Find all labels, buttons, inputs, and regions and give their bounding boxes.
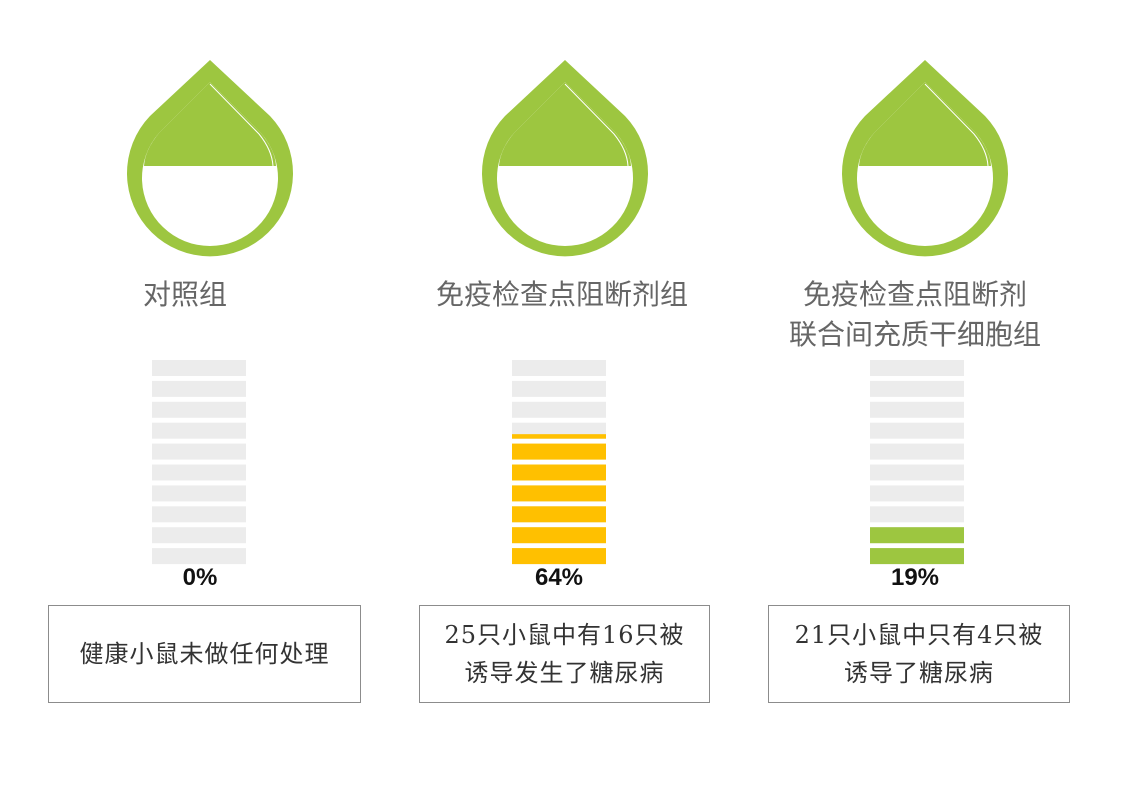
meter-segment-filled [512,434,606,439]
percent-meter [152,360,246,565]
group-column-control: 对照组 0% 健康小鼠未做任何处理 [20,0,380,794]
meter-segment-empty [152,485,246,502]
group-title-line: 免疫检查点阻断剂 [802,278,1027,311]
description-line: 诱导了糖尿病 [844,659,994,687]
group-column-icb: 免疫检查点阻断剂组 64% 25只小鼠中有16只被 诱导发生了糖尿病 [380,0,740,794]
meter-segment-empty [870,401,964,418]
meter-segment-empty [870,380,964,397]
description-line: 诱导发生了糖尿病 [464,659,665,687]
meter-segment-empty [152,422,246,439]
water-drop-icon [126,60,293,257]
group-title-line: 对照组 [142,278,227,311]
percent-meter [870,360,964,565]
meter-segment-empty [512,380,606,397]
percent-meter [512,360,606,565]
water-drop-icon [482,60,648,257]
group-column-icb-msc: 免疫检查点阻断剂 联合间充质干细胞组 19% 21只小鼠中只有4只被 诱导了糖尿… [740,0,1100,794]
description-line: 21只小鼠中只有4只被 [794,621,1044,649]
meter-segment-empty [512,360,606,376]
meter-segment-empty [152,443,246,460]
meter-segment-empty [870,485,964,502]
meter-segment-empty [152,527,246,544]
description-box: 25只小鼠中有16只被 诱导发生了糖尿病 [419,605,710,703]
group-title: 免疫检查点阻断剂组 [382,275,742,315]
drop-fill [499,82,631,166]
percent-label: 64% [534,564,584,591]
meter-segment-empty [152,548,246,565]
group-title-line: 联合间充质干细胞组 [788,318,1041,351]
meter-segment-filled [512,464,606,481]
drop-highlight [209,83,274,167]
description-box: 21只小鼠中只有4只被 诱导了糖尿病 [768,605,1070,703]
meter-segment-empty [870,443,964,460]
meter-segment-filled [512,506,606,523]
meter-segment-empty [870,360,964,376]
water-drop-icon [842,60,1008,257]
meter-segment-empty [870,464,964,481]
meter-segment-empty [152,506,246,523]
group-title: 免疫检查点阻断剂 联合间充质干细胞组 [735,275,1095,355]
description-box: 健康小鼠未做任何处理 [48,605,361,703]
meter-segment-empty [152,380,246,397]
drop-highlight [564,83,629,167]
description-line: 健康小鼠未做任何处理 [79,640,330,668]
meter-segment-empty [870,506,964,523]
meter-segment-empty [870,422,964,439]
percent-label: 0% [182,564,218,591]
drop-fill [859,82,991,166]
drop-highlight [924,83,989,167]
meter-segment-filled [512,548,606,565]
meter-segment-filled [512,485,606,502]
meter-segment-filled [512,443,606,460]
meter-segment-filled [512,527,606,544]
meter-segment-empty [152,464,246,481]
meter-segment-filled [870,527,964,544]
description-line: 25只小鼠中有16只被 [444,621,685,649]
meter-segment-empty [512,401,606,418]
group-title-line: 免疫检查点阻断剂组 [435,278,688,311]
meter-segment-empty [152,360,246,376]
meter-segment-empty [152,401,246,418]
meter-segment-filled [870,548,964,565]
drop-fill [144,82,276,166]
percent-label: 19% [890,564,940,591]
group-title: 对照组 [5,275,365,315]
